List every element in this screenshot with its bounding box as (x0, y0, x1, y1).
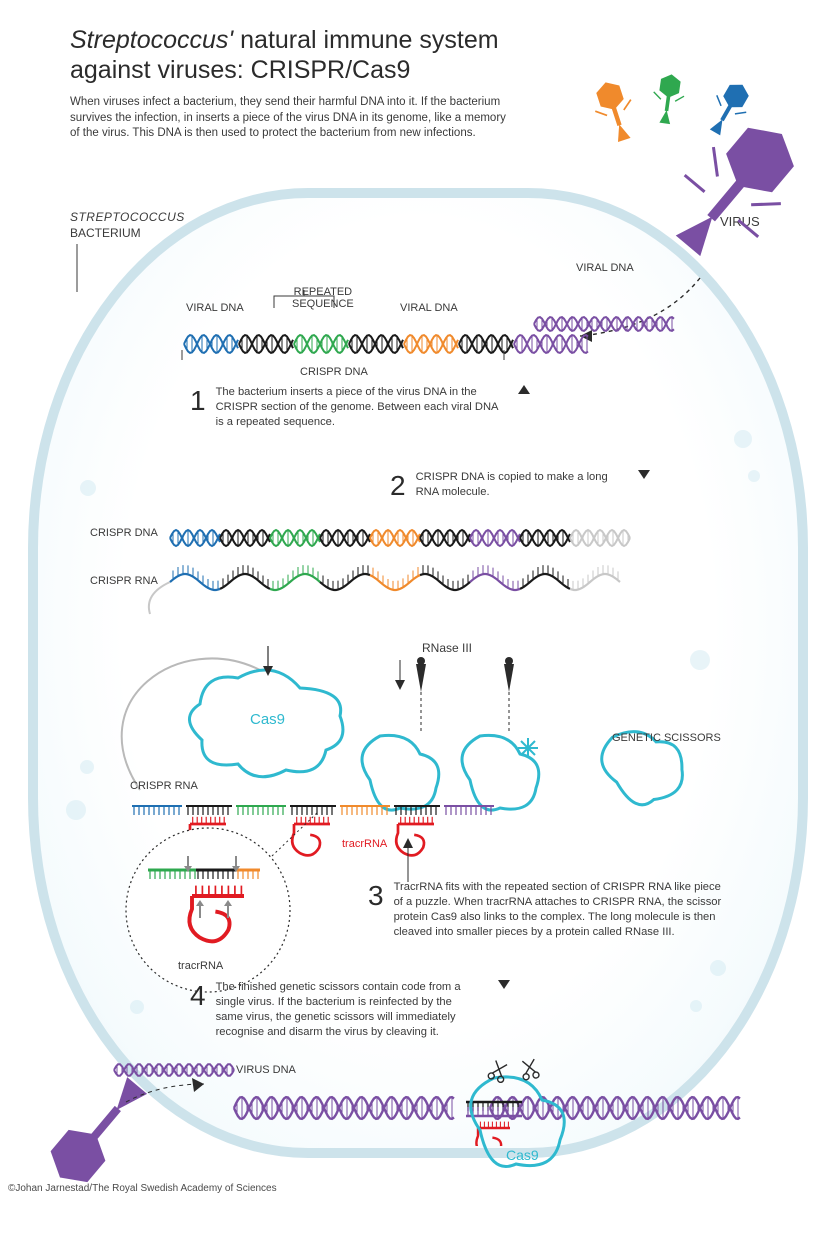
crispr-brackets (178, 290, 638, 360)
helix-viral-bl (110, 1052, 260, 1092)
bacterium-italic: STREPTOCOCCUS (70, 210, 185, 224)
crispr-dna-lbl: CRISPR DNA (300, 366, 368, 378)
step-4: 4 The finished genetic scissors contain … (190, 980, 510, 1040)
tracrrna-zoom-lbl: tracrRNA (178, 960, 223, 972)
phage-attack-bottom (18, 1016, 238, 1236)
step-4-text: The finished genetic scissors contain co… (216, 980, 480, 1040)
step-2-text: CRISPR DNA is copied to make a long RNA … (416, 470, 620, 502)
tracrrna-lbl: tracrRNA (342, 838, 387, 850)
triangle-down-icon-2 (498, 980, 510, 989)
step-3-num: 3 (368, 880, 384, 940)
bacterium-plain: BACTERIUM (70, 226, 141, 240)
genetic-scissors-lbl: GENETIC SCISSORS (612, 732, 721, 744)
step-1-num: 1 (190, 385, 206, 430)
bacterium-label: STREPTOCOCCUS BACTERIUM (70, 210, 185, 241)
cleave-scene: Cas9 (420, 1050, 640, 1180)
triangle-down-icon (638, 470, 650, 479)
viral-dna-label-top: VIRAL DNA (576, 262, 634, 274)
step-1-text: The bacterium inserts a piece of the vir… (216, 385, 500, 430)
step-2: 2 CRISPR DNA is copied to make a long RN… (390, 470, 650, 502)
step-1: 1 The bacterium inserts a piece of the v… (190, 385, 530, 430)
step-3: 3 TracrRNA fits with the repeated sectio… (368, 880, 728, 940)
cas9-text: Cas9 (250, 711, 285, 728)
cas9-text-2: Cas9 (506, 1147, 539, 1163)
rnase-text: RNase III (422, 641, 472, 655)
crispr-dna-lbl-2: CRISPR DNA (90, 527, 158, 539)
triangle-up-icon (518, 385, 530, 394)
step-2-num: 2 (390, 470, 406, 502)
bacterium-pointer (74, 244, 134, 304)
crispr-rna-wave (140, 548, 760, 628)
step-3-text: TracrRNA fits with the repeated section … (394, 880, 728, 940)
credit-line: ©Johan Jarnestad/The Royal Swedish Acade… (8, 1183, 277, 1194)
